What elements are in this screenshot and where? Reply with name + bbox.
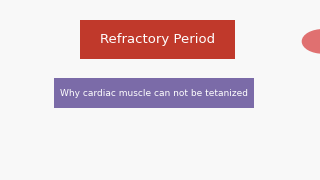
- FancyBboxPatch shape: [54, 78, 254, 108]
- Text: Why cardiac muscle can not be tetanized: Why cardiac muscle can not be tetanized: [60, 89, 248, 98]
- FancyBboxPatch shape: [80, 20, 235, 59]
- Text: Refractory Period: Refractory Period: [100, 33, 215, 46]
- Circle shape: [302, 30, 320, 53]
